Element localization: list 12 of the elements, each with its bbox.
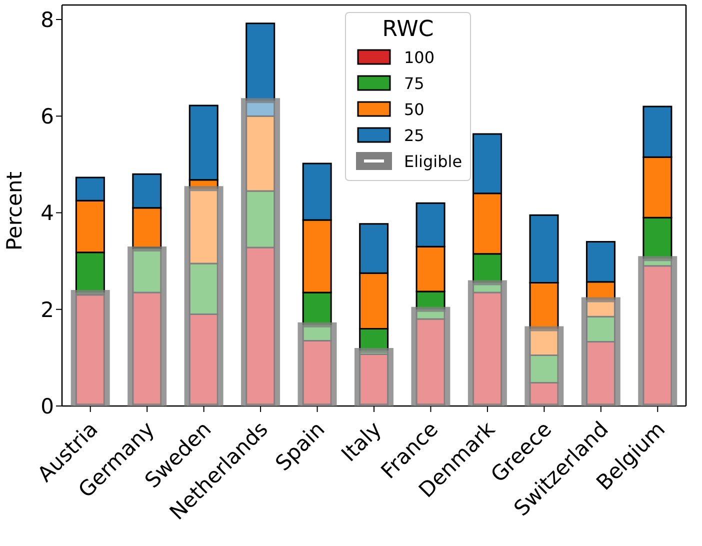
legend-title: RWC <box>381 17 435 42</box>
y-tick-label: 8 <box>40 8 54 32</box>
legend-label: 50 <box>404 100 424 118</box>
y-tick-label: 6 <box>40 104 54 129</box>
y-axis-title: Percent <box>2 171 26 250</box>
legend-label: 75 <box>404 74 424 92</box>
y-tick-label: 0 <box>40 394 54 418</box>
legend-label: Eligible <box>404 152 462 170</box>
y-tick-label: 2 <box>40 298 54 322</box>
legend-label: 100 <box>404 48 435 66</box>
y-tick-label: 4 <box>40 201 54 226</box>
legend-label: 25 <box>404 126 424 144</box>
